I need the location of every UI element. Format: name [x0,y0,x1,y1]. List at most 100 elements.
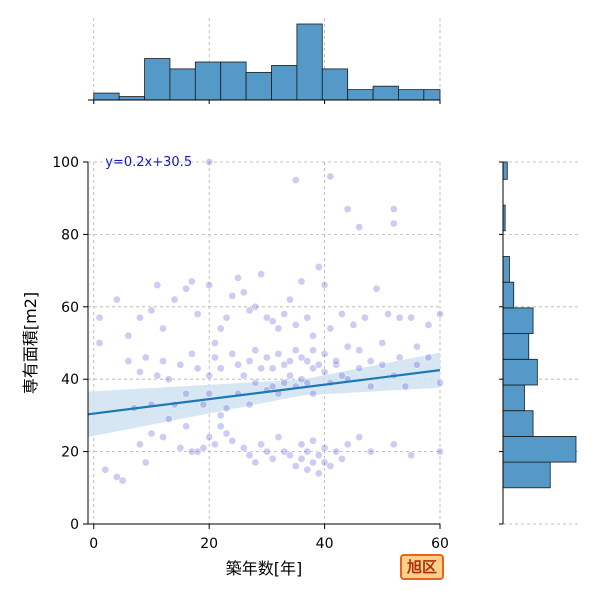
scatter-point [176,360,185,369]
scatter-point [291,346,300,355]
scatter-point [222,313,231,322]
scatter-point [113,473,121,481]
scatter-point [251,378,260,387]
scatter-point [239,444,248,452]
scatter-point [153,371,162,380]
top-hist-bar [398,89,425,101]
scatter-point [228,436,237,445]
scatter-point [436,310,444,318]
scatter-point [338,454,346,463]
top-hist-bar [423,89,441,101]
scatter-point [274,324,283,333]
scatter-point [234,360,242,369]
scatter-point [343,440,352,449]
top-hist-bar [220,61,247,101]
scatter-point [113,295,121,304]
scatter-point [95,313,104,322]
scatter-point [182,389,190,398]
scatter-point [320,368,329,376]
right-hist-bar [502,461,551,489]
scatter-point [309,436,317,445]
scatter-point [286,451,294,460]
scatter-point [280,310,289,318]
scatter-point [216,411,225,420]
scatter-point [366,382,375,391]
scatter-point [211,440,219,449]
scatter-point [309,346,317,355]
scatter-point [280,447,289,456]
x-axis-label: 築年数[年] [226,559,303,578]
y-tick-label: 60 [61,300,79,316]
scatter-point [159,324,167,333]
scatter-point [124,357,133,365]
scatter-point [136,440,144,449]
scatter-point [147,429,156,438]
top-hist-bar [347,89,374,101]
scatter-point [268,454,277,463]
right-hist-bar [502,358,538,386]
scatter-point [257,270,265,279]
scatter-point [251,458,260,467]
scatter-point [199,444,208,452]
scatter-point [176,444,185,452]
scatter-point [257,440,265,449]
scatter-point [297,440,306,449]
scatter-point [239,288,248,297]
scatter-point [389,219,398,228]
scatter-point [188,447,196,456]
scatter-point [366,357,375,365]
scatter-point [136,313,144,322]
scatter-point [349,321,358,329]
scatter-point [205,158,214,166]
scatter-point [378,339,387,347]
scatter-point [286,371,294,380]
scatter-point [216,422,225,431]
scatter-point [372,284,381,293]
scatter-point [234,273,242,282]
scatter-point [297,454,306,463]
scatter-point [314,469,323,478]
scatter-point [309,458,317,467]
scatter-point [389,205,398,213]
x-tick-label: 60 [431,536,449,552]
scatter-point [147,306,156,315]
scatter-point [245,400,254,409]
scatter-point [263,447,271,456]
scatter-point [303,447,312,456]
scatter-point [366,447,375,456]
ward-badge-label: 旭区 [407,558,438,576]
scatter-point [326,324,335,333]
scatter-point [320,444,329,452]
regression-equation: y=0.2x+30.5 [105,155,192,170]
top-hist-bar [245,71,272,101]
scatter-point [205,281,214,289]
top-hist-bar [194,61,222,101]
scatter-point [245,357,254,365]
right-hist-bar [502,161,508,180]
scatter-point [263,353,271,362]
scatter-point [228,292,237,300]
scatter-point [268,382,277,391]
scatter-point [159,357,167,365]
scatter-point [338,371,346,380]
regression-line [87,369,441,416]
scatter-point [251,346,260,355]
scatter-point [216,364,225,373]
top-hist-bar [321,68,349,101]
scatter-point [401,382,410,391]
scatter-point [211,339,219,347]
scatter-point [436,378,444,387]
right-hist-bar [502,435,577,463]
scatter-point [164,375,173,384]
right-hist-bar [502,333,530,360]
scatter-point [124,331,133,340]
scatter-point [395,353,404,362]
scatter-point [263,313,271,322]
scatter-point [268,364,277,373]
scatter-point [188,350,196,358]
right-hist-bar [502,410,534,437]
scatter-point [355,223,364,232]
scatter-point [245,451,254,460]
right-hist-bar [502,256,510,283]
